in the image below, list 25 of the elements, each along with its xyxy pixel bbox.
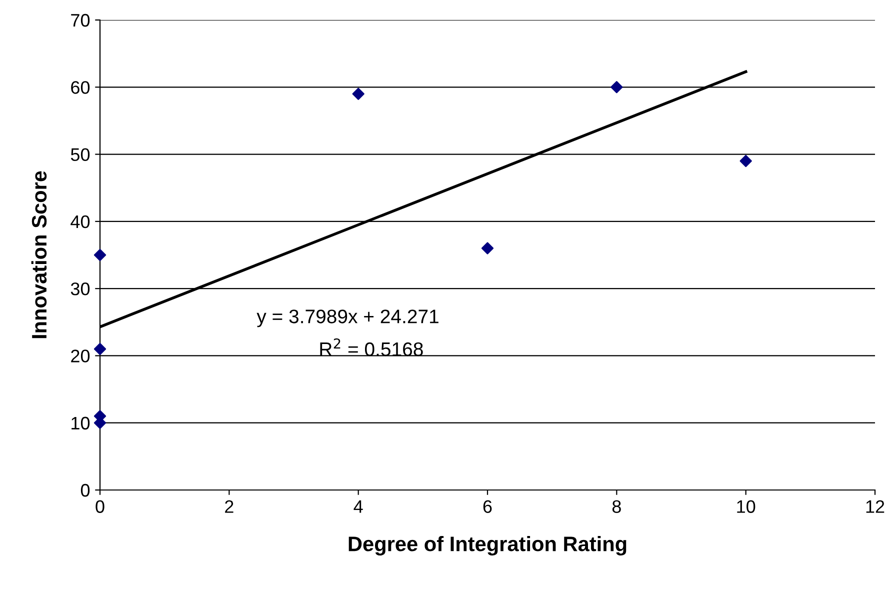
y-tick-label: 60 (71, 81, 90, 94)
x-tick-label: 10 (737, 500, 756, 513)
annotation: R$^{2}$ = 0.5168 (320, 338, 423, 356)
x-tick-label: 0 (96, 500, 104, 513)
y-axis-title: Innovation Score (31, 171, 47, 338)
point (610, 81, 623, 94)
x-tick-label: 12 (866, 500, 884, 513)
x-axis-title: Degree of Integration Rating (348, 536, 626, 556)
x-tick-label: 8 (612, 500, 621, 513)
x-tick-label: 6 (483, 500, 492, 513)
y-tick-label: 10 (72, 416, 90, 430)
point (352, 88, 364, 100)
point (740, 154, 752, 168)
x-tick-label: 2 (225, 500, 234, 513)
x-tick-label: 4 (354, 500, 363, 513)
y-tick-label: 20 (71, 350, 90, 362)
annotation: y = 3.7989x + 24.271 (256, 310, 438, 328)
y-tick-label: 40 (70, 215, 90, 228)
y-tick-label: 30 (70, 282, 90, 296)
point (481, 242, 494, 254)
y-tick-label: 70 (71, 14, 90, 27)
point (94, 342, 106, 356)
point (94, 248, 106, 262)
y-tick-label: 50 (70, 148, 90, 162)
y-tick-label: 0 (80, 484, 90, 497)
